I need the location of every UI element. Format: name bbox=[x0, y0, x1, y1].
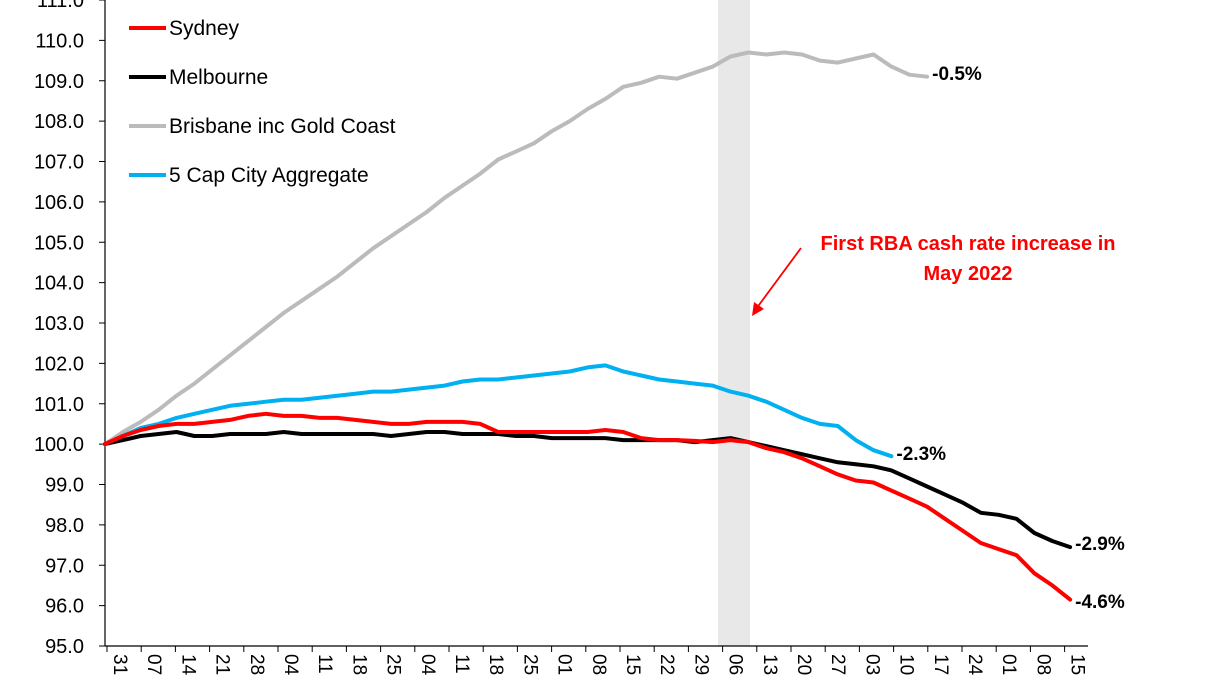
y-tick-label: 96.0 bbox=[45, 596, 84, 618]
legend-label: Sydney bbox=[169, 17, 240, 40]
y-tick-label: 100.0 bbox=[34, 434, 84, 456]
x-tick-label: 18 bbox=[485, 654, 506, 675]
y-tick-label: 106.0 bbox=[34, 192, 84, 214]
end-label: -2.9% bbox=[1075, 534, 1125, 555]
y-tick-label: 104.0 bbox=[34, 273, 84, 295]
y-tick-label: 109.0 bbox=[34, 71, 84, 93]
legend-label: 5 Cap City Aggregate bbox=[169, 164, 369, 187]
y-tick-label: 111.0 bbox=[37, 0, 84, 12]
y-tick-label: 108.0 bbox=[34, 111, 84, 133]
x-tick-label: 15 bbox=[1067, 654, 1088, 675]
x-tick-label: 24 bbox=[964, 654, 985, 676]
x-tick-label: 11 bbox=[451, 654, 472, 674]
y-tick-label: 98.0 bbox=[45, 515, 84, 537]
x-tick-label: 13 bbox=[759, 654, 780, 675]
y-tick-label: 107.0 bbox=[34, 152, 84, 174]
series-line-melbourne bbox=[103, 430, 1073, 550]
x-axis: 31 07 14 21 28 04 11 18 25 04 11 18 25 01 08 15 22 29 06 13… bbox=[105, 645, 1088, 676]
rba-annotation: First RBA cash rate increase in May 2022 bbox=[752, 233, 1115, 316]
x-tick-label: 20 bbox=[793, 654, 814, 675]
legend: Sydney Melbourne Brisbane inc Gold Coast 5 … bbox=[129, 17, 396, 187]
legend-label: Melbourne bbox=[169, 66, 268, 89]
y-tick-label: 103.0 bbox=[34, 313, 84, 335]
x-tick-label: 22 bbox=[656, 654, 677, 675]
y-tick-label: 110.0 bbox=[35, 30, 84, 52]
shaded-band bbox=[718, 0, 750, 646]
series-line-brisbane-inc-gold-coast bbox=[103, 50, 930, 447]
x-tick-label: 25 bbox=[519, 654, 540, 675]
x-tick-label: 29 bbox=[690, 654, 711, 675]
x-tick-label: 27 bbox=[827, 654, 848, 675]
x-tick-label: 04 bbox=[280, 654, 301, 676]
series-line-sydney bbox=[103, 411, 1073, 602]
y-tick-label: 95.0 bbox=[45, 636, 84, 658]
end-label: -2.3% bbox=[896, 444, 946, 465]
annotation-arrow-head bbox=[752, 302, 764, 316]
x-tick-label: 08 bbox=[1032, 654, 1053, 675]
x-tick-label: 25 bbox=[383, 654, 404, 675]
x-tick-label: 18 bbox=[348, 654, 369, 675]
x-tick-label: 11 bbox=[314, 654, 335, 674]
series-line-5-cap-city-aggregate bbox=[103, 363, 894, 459]
y-tick-label: 102.0 bbox=[34, 353, 84, 375]
end-labels: -4.6% -2.9% -0.5% -2.3% bbox=[896, 64, 1124, 613]
x-tick-label: 01 bbox=[554, 654, 575, 675]
y-axis: 95.0 96.0 97.0 98.0 99.0 100.0 101.0 102.0 103.0… bbox=[34, 0, 106, 658]
y-tick-label: 97.0 bbox=[45, 555, 84, 577]
x-tick-label: 17 bbox=[930, 654, 951, 675]
y-tick-label: 105.0 bbox=[34, 232, 84, 254]
legend-label: Brisbane inc Gold Coast bbox=[169, 115, 396, 138]
annotation-line-1: First RBA cash rate increase in bbox=[821, 233, 1116, 255]
x-tick-label: 01 bbox=[998, 654, 1019, 675]
end-label: -0.5% bbox=[932, 64, 982, 85]
y-tick-label: 99.0 bbox=[45, 475, 84, 497]
x-tick-label: 03 bbox=[861, 654, 882, 675]
x-tick-label: 28 bbox=[246, 654, 267, 675]
end-label: -4.6% bbox=[1075, 592, 1125, 613]
x-tick-label: 15 bbox=[622, 654, 643, 675]
x-tick-label: 21 bbox=[212, 654, 233, 675]
annotation-line-2: May 2022 bbox=[924, 263, 1013, 285]
series-layer bbox=[103, 50, 1073, 602]
x-tick-label: 31 bbox=[109, 654, 130, 675]
x-tick-label: 14 bbox=[177, 654, 198, 676]
x-tick-label: 10 bbox=[896, 654, 917, 675]
x-tick-label: 07 bbox=[143, 654, 164, 675]
x-tick-label: 08 bbox=[588, 654, 609, 675]
x-tick-label: 06 bbox=[725, 654, 746, 675]
y-tick-label: 101.0 bbox=[34, 394, 84, 416]
x-tick-label: 04 bbox=[417, 654, 438, 676]
annotation-arrow-shaft bbox=[755, 247, 802, 310]
